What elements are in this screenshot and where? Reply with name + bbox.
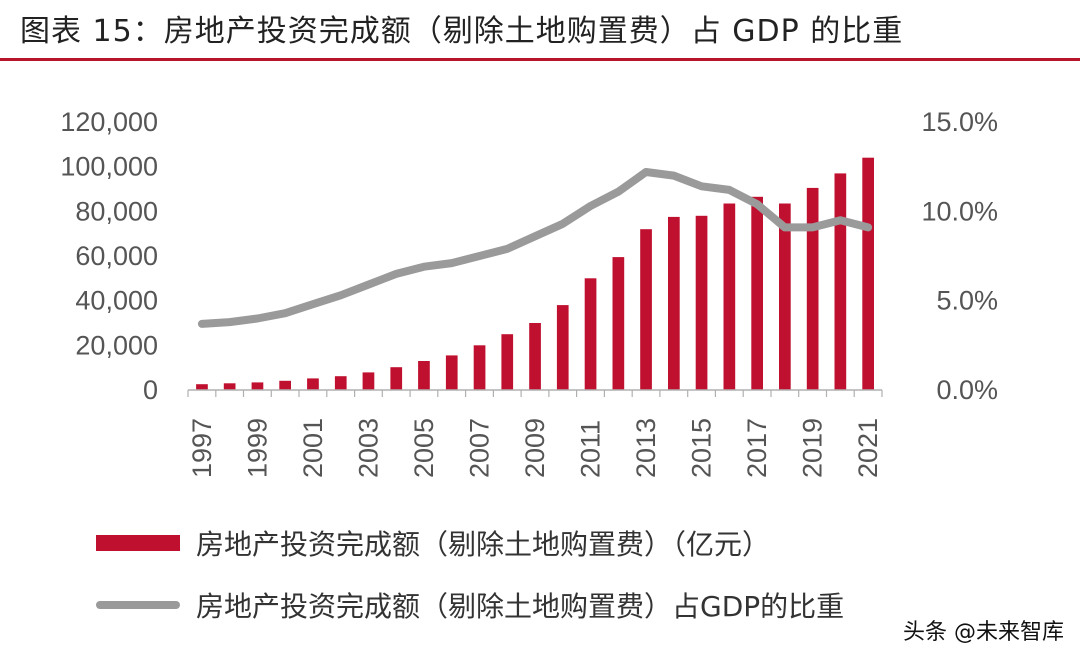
bar-1999 (251, 382, 264, 390)
y-left-tick-label: 120,000 (60, 107, 158, 137)
legend-item-line: 房地产投资完成额（剔除土地购置费）占GDP的比重 (96, 580, 996, 630)
bar-2000 (279, 380, 291, 390)
bar-2019 (806, 187, 819, 390)
y-left-tick-label: 40,000 (75, 286, 158, 316)
x-tick-label-2019: 2019 (798, 418, 828, 478)
share-of-gdp-line (197, 168, 873, 328)
legend-line-label: 房地产投资完成额（剔除土地购置费）占GDP的比重 (196, 590, 845, 623)
bar-2008 (501, 334, 514, 390)
x-tick-label-2009: 2009 (520, 418, 550, 478)
x-tick-label-1999: 1999 (242, 418, 272, 478)
bar-2007 (473, 345, 486, 390)
bar-series (196, 157, 874, 390)
y-right-tick-label: 15.0% (921, 107, 998, 137)
bar-2014 (668, 216, 680, 390)
axes: 1997 1999 2001 2003 2005 2007 2009 2011 2013 2015… (60, 107, 998, 478)
legend-bar-swatch (96, 535, 180, 551)
legend-line-swatch (96, 601, 180, 609)
legend-item-bar: 房地产投资完成额（剔除土地购置费）（亿元） (96, 518, 996, 568)
y-right-tick-label: 10.0% (921, 196, 998, 226)
y-left-tick-label: 0 (143, 375, 158, 405)
legend-bar-label: 房地产投资完成额（剔除土地购置费）（亿元） (196, 528, 771, 561)
bar-1998 (223, 383, 236, 390)
x-tick-label-2003: 2003 (353, 418, 383, 478)
bar-2011 (584, 278, 597, 390)
line-series (197, 168, 873, 328)
x-tick-label-2017: 2017 (742, 418, 772, 478)
bar-2002 (334, 376, 347, 390)
bar-2012 (612, 257, 625, 390)
chart-title: 图表 15：房地产投资完成额（剔除土地购置费）占 GDP 的比重 (20, 14, 904, 49)
bar-2006 (445, 355, 458, 390)
x-tick-label-2007: 2007 (465, 418, 495, 478)
bar-2003 (362, 372, 375, 390)
bar-2009 (529, 323, 541, 390)
x-tick-label-2021: 2021 (853, 418, 883, 478)
bar-2001 (307, 378, 319, 390)
x-tick-label-2013: 2013 (631, 418, 661, 478)
watermark: 头条 @未来智库 (903, 620, 1064, 645)
bar-2004 (390, 367, 403, 390)
bar-1997 (196, 384, 208, 390)
bar-2015 (695, 215, 708, 390)
bar-2021 (862, 157, 874, 390)
y-left-tick-label: 80,000 (75, 196, 158, 226)
bar-2016 (723, 203, 736, 390)
chart-plot: 1997 1999 2001 2003 2005 2007 2009 2011 2013 2015… (60, 107, 998, 478)
title-divider (0, 58, 1080, 61)
x-tick-label-1997: 1997 (187, 418, 217, 478)
bar-2005 (418, 361, 430, 390)
bar-2018 (779, 203, 791, 390)
bar-2017 (751, 196, 763, 390)
x-tick-label-2001: 2001 (298, 418, 328, 478)
y-left-tick-label: 60,000 (75, 241, 158, 271)
x-tick-label-2011: 2011 (576, 420, 606, 478)
y-left-tick-label: 20,000 (75, 330, 158, 360)
x-tick-label-2005: 2005 (409, 418, 439, 478)
bar-2013 (640, 229, 652, 390)
x-tick-label-2015: 2015 (687, 418, 717, 478)
y-right-tick-label: 5.0% (936, 286, 998, 316)
y-left-tick-label: 100,000 (60, 152, 158, 182)
bar-2020 (834, 173, 847, 390)
bar-2010 (556, 305, 569, 390)
y-right-tick-label: 0.0% (936, 375, 998, 405)
